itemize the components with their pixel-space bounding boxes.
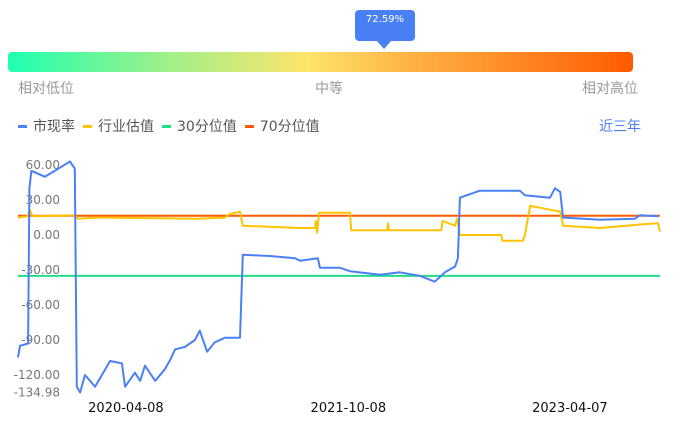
series-line-industry	[17, 204, 661, 242]
legend-label: 30分位值	[177, 119, 237, 135]
legend-swatch	[18, 124, 27, 128]
x-tick-label: 2023-04-07	[532, 401, 608, 416]
x-tick-label: 2020-04-08	[88, 401, 164, 416]
series-line-pcf	[17, 160, 659, 394]
y-tick-label: -30.00	[21, 263, 60, 277]
y-tick-label: 0.00	[33, 228, 60, 242]
y-tick-label: 60.00	[26, 158, 60, 172]
label-high: 相对高位	[582, 81, 638, 97]
legend-item-pcf[interactable]: 市现率	[18, 116, 75, 136]
legend-swatch	[244, 124, 254, 128]
legend-swatch	[162, 124, 171, 128]
y-tick-label: -60.00	[21, 298, 60, 312]
period-selector-button[interactable]: 近三年	[599, 119, 641, 135]
y-tick-label: 30.00	[26, 193, 60, 207]
y-tick-label: -120.00	[14, 368, 60, 382]
y-tick-label: -134.98	[14, 385, 60, 399]
y-tick-label: -90.00	[21, 333, 60, 347]
label-mid: 中等	[315, 81, 343, 97]
legend-item-industry[interactable]: 行业估值	[83, 116, 154, 136]
percentile-gradient-bar	[8, 52, 633, 72]
legend: 市现率 行业估值 30分位值 70分位值	[18, 116, 320, 136]
legend-swatch	[83, 124, 92, 128]
legend-label: 70分位值	[259, 119, 320, 135]
percentile-tooltip: 72.59%	[355, 10, 415, 49]
label-low: 相对低位	[18, 81, 74, 97]
legend-item-p70[interactable]: 70分位值	[244, 116, 320, 136]
legend-item-p30[interactable]: 30分位值	[162, 116, 237, 136]
legend-label: 市现率	[33, 119, 75, 135]
x-tick-label: 2021-10-08	[311, 401, 387, 416]
legend-label: 行业估值	[98, 119, 154, 135]
